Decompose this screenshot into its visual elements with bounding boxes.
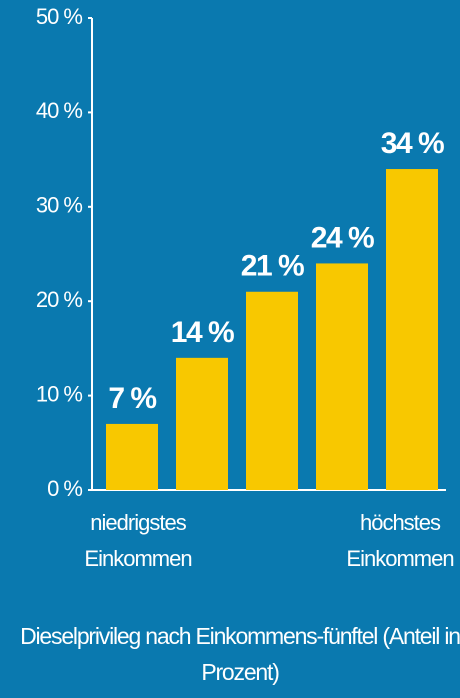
x-tick-label: niedrigstes Einkommen <box>84 510 192 571</box>
bar <box>386 169 438 491</box>
y-tick-label: 40 % <box>36 98 83 123</box>
bar <box>176 357 228 490</box>
y-tick-label: 20 % <box>36 287 83 312</box>
bar <box>106 423 158 490</box>
value-label: 7 % <box>108 382 156 415</box>
x-tick-label: höchstes Einkommen <box>346 510 454 571</box>
y-tick-label: 30 % <box>36 193 83 218</box>
y-tick-label: 10 % <box>36 381 83 406</box>
chart-title: Dieselprivileg nach Einkommens-fünftel (… <box>20 623 460 685</box>
value-label: 14 % <box>171 316 234 349</box>
value-label: 24 % <box>311 221 374 254</box>
bar <box>246 291 298 490</box>
y-tick-label: 50 % <box>36 4 83 29</box>
y-tick-label: 0 % <box>47 476 82 501</box>
bar <box>316 263 368 490</box>
value-label: 21 % <box>241 250 304 283</box>
value-label: 34 % <box>381 127 444 160</box>
